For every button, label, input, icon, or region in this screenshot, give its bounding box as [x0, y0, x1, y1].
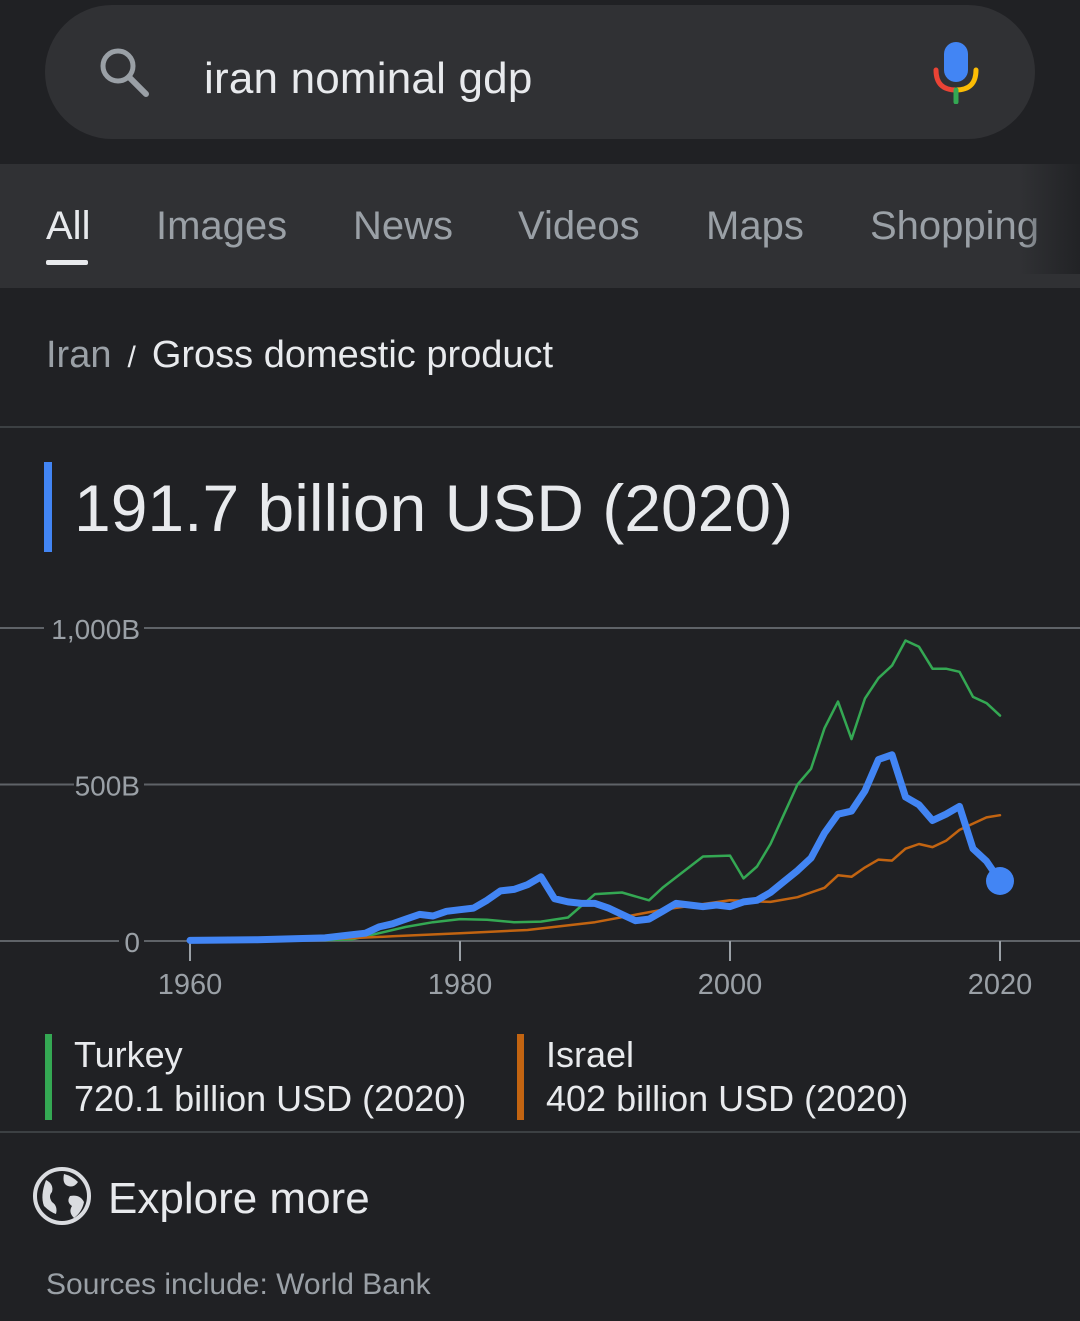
legend-item-turkey[interactable]: Turkey 720.1 billion USD (2020) — [45, 1034, 485, 1120]
tab-news[interactable]: News — [353, 204, 454, 248]
series-endpoint-iran[interactable] — [986, 866, 1014, 895]
x-tick-label: 1960 — [158, 969, 223, 1001]
legend-item-israel[interactable]: Israel 402 billion USD (2020) — [517, 1034, 937, 1120]
legend-value: 720.1 billion USD (2020) — [74, 1078, 467, 1119]
active-tab-indicator — [46, 260, 88, 265]
legend-color-swatch — [45, 1034, 52, 1120]
search-icon[interactable] — [96, 44, 152, 100]
gdp-line-chart[interactable]: 0 500B 1,000B 1960 1980 2000 2020 — [0, 600, 1080, 1020]
legend-value: 402 billion USD (2020) — [546, 1078, 909, 1119]
tab-images[interactable]: Images — [156, 204, 288, 248]
divider — [0, 1131, 1080, 1133]
tab-shopping[interactable]: Shopping — [870, 204, 1040, 248]
breadcrumb-current: Gross domestic product — [151, 334, 554, 376]
globe-icon — [33, 1167, 91, 1225]
y-tick-label: 1,000B — [51, 614, 140, 645]
gdp-value: 191.7 billion USD (2020) — [74, 471, 794, 545]
breadcrumb-separator: / — [127, 341, 136, 374]
tab-videos[interactable]: Videos — [518, 204, 640, 248]
y-tick-label-bg — [119, 925, 144, 957]
divider — [0, 426, 1080, 428]
breadcrumb-parent[interactable]: Iran — [46, 334, 112, 376]
legend-name: Israel — [546, 1034, 635, 1075]
y-tick-label-bg — [44, 612, 144, 644]
y-tick-label: 0 — [124, 927, 140, 958]
y-tick-label: 500B — [75, 771, 140, 802]
search-tabs: All Images News Videos Maps Shopping — [0, 164, 1080, 288]
sources-line: Sources include: World Bank — [46, 1266, 431, 1304]
explore-more-label: Explore more — [108, 1174, 370, 1223]
microphone-icon[interactable] — [930, 40, 982, 104]
value-accent-bar — [44, 462, 52, 552]
search-input[interactable]: iran nominal gdp — [204, 54, 533, 103]
legend-name: Turkey — [74, 1034, 183, 1075]
legend-color-swatch — [517, 1034, 524, 1120]
tab-all[interactable]: All — [46, 204, 91, 248]
tab-maps[interactable]: Maps — [706, 204, 804, 248]
sources-prefix: Sources include: — [46, 1268, 277, 1301]
search-bar[interactable]: iran nominal gdp — [45, 5, 1035, 139]
x-tick-label: 1980 — [428, 969, 493, 1001]
tabs-scroll-fade — [1020, 164, 1080, 274]
x-tick-label: 2000 — [698, 969, 763, 1001]
source-link-world-bank[interactable]: World Bank — [276, 1268, 431, 1301]
x-tick-label: 2020 — [968, 969, 1033, 1001]
series-line-israel — [188, 813, 1002, 942]
series-line-iran — [186, 751, 1004, 944]
series-line-turkey — [188, 639, 1002, 942]
y-tick-label-bg — [74, 768, 144, 801]
breadcrumb: Iran / Gross domestic product — [46, 332, 553, 381]
